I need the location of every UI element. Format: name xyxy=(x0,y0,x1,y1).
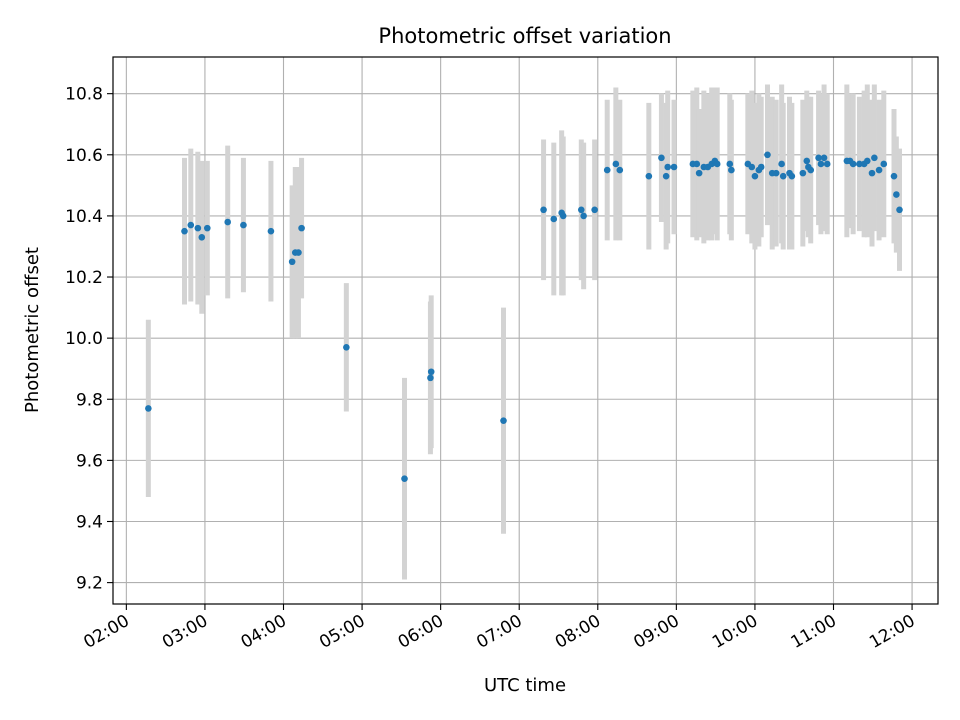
data-point xyxy=(145,405,152,412)
data-point xyxy=(751,172,759,180)
data-point xyxy=(343,344,350,351)
data-point xyxy=(298,224,305,232)
data-point xyxy=(658,154,665,162)
data-point xyxy=(728,166,735,174)
data-point xyxy=(817,160,825,168)
data-point xyxy=(799,169,807,177)
data-point xyxy=(713,160,721,168)
data-point xyxy=(662,172,670,180)
data-point xyxy=(224,218,232,226)
data-point xyxy=(577,206,585,214)
data-point xyxy=(540,206,547,214)
data-point xyxy=(645,172,653,180)
data-point xyxy=(695,169,703,177)
data-point xyxy=(616,166,624,174)
x-axis-label: UTC time xyxy=(484,675,566,696)
data-point xyxy=(500,417,507,424)
data-point xyxy=(890,172,898,180)
data-point xyxy=(693,160,701,168)
data-point xyxy=(267,227,275,235)
data-point xyxy=(778,160,785,168)
data-point xyxy=(849,160,857,168)
data-point xyxy=(603,166,611,174)
data-point xyxy=(726,160,734,168)
data-point xyxy=(863,157,871,165)
data-point xyxy=(820,154,828,162)
data-point xyxy=(240,221,247,229)
y-tick-label: 10.8 xyxy=(65,85,103,105)
data-point xyxy=(612,160,620,168)
data-points xyxy=(145,151,903,483)
data-point xyxy=(772,169,780,177)
y-tick-label: 10.0 xyxy=(65,329,103,349)
data-point xyxy=(295,249,302,256)
data-point xyxy=(550,215,558,223)
plot-area-frame xyxy=(112,56,939,605)
data-point xyxy=(757,163,765,171)
chart-title: Photometric offset variation xyxy=(378,24,671,48)
data-point xyxy=(803,157,811,165)
y-tick-label: 9.6 xyxy=(76,451,103,471)
data-point xyxy=(427,374,434,382)
grid-lines xyxy=(113,57,938,604)
data-point xyxy=(868,169,876,177)
y-axis-ticks: 9.2 9.4 9.6 9.8 10.0 10.2 10.4 10.6 10.8 xyxy=(65,85,113,594)
data-point xyxy=(779,172,787,180)
data-point xyxy=(181,227,188,235)
data-point xyxy=(427,368,435,376)
data-point xyxy=(871,154,878,162)
y-tick-label: 10.2 xyxy=(65,268,103,288)
y-tick-label: 9.2 xyxy=(76,574,103,594)
data-point xyxy=(748,163,756,171)
data-point xyxy=(788,172,796,180)
data-point xyxy=(764,151,771,159)
data-point xyxy=(664,163,672,171)
data-point xyxy=(194,224,202,232)
y-tick-label: 9.8 xyxy=(76,390,103,410)
y-tick-label: 9.4 xyxy=(76,512,103,532)
data-point xyxy=(401,475,408,483)
data-point xyxy=(670,163,678,171)
data-point xyxy=(893,191,900,198)
y-tick-label: 10.4 xyxy=(65,207,103,227)
data-point xyxy=(880,160,888,168)
data-point xyxy=(823,160,831,168)
data-point xyxy=(198,233,206,241)
data-point xyxy=(591,206,598,214)
y-axis-label: Photometric offset xyxy=(22,247,43,413)
data-point xyxy=(807,166,815,174)
data-point xyxy=(815,154,822,162)
y-tick-label: 10.6 xyxy=(65,146,103,166)
data-point xyxy=(187,221,195,229)
data-point xyxy=(856,160,863,168)
data-point xyxy=(875,166,883,174)
data-point xyxy=(288,258,296,266)
data-point xyxy=(203,224,211,232)
data-point xyxy=(559,212,567,220)
data-point xyxy=(896,206,903,214)
data-point xyxy=(580,212,587,220)
